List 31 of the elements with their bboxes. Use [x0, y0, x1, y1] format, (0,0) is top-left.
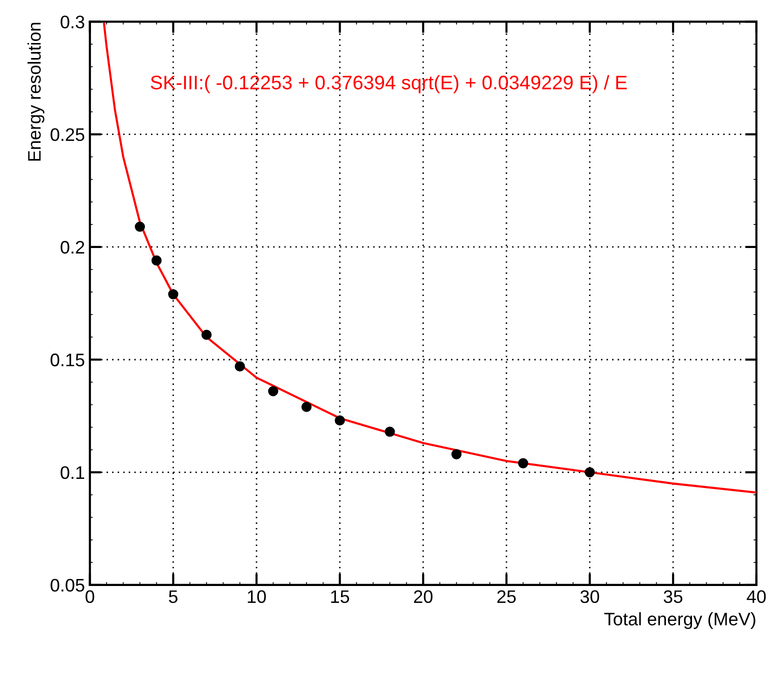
point: [234, 361, 245, 372]
x-tick-label: 15: [331, 590, 350, 604]
x-tick-label: 20: [414, 590, 432, 604]
point: [134, 222, 145, 232]
point: [201, 330, 212, 340]
annotation: SK-III:( -0.12253 + 0.376394 sqrt(E) + 0.0349229 E) / E: [150, 75, 627, 94]
point: [451, 449, 462, 460]
y-tick-label: 0.1: [60, 466, 84, 479]
x-tick-label: 30: [580, 590, 600, 604]
point: [301, 402, 312, 412]
y-tick-label: 0.3: [60, 16, 84, 28]
y-axis-title: Energy resolution: [28, 22, 44, 161]
point: [584, 467, 595, 478]
point: [268, 386, 278, 396]
point: [151, 255, 162, 266]
point: [334, 415, 345, 426]
y-tick-label: 0.05: [50, 578, 84, 592]
x-axis-title: Total energy (MeV): [604, 612, 756, 630]
point: [518, 458, 528, 468]
y-tick-label: 0.25: [50, 128, 84, 142]
point: [384, 426, 395, 437]
x-tick-label: 10: [248, 590, 266, 604]
x-tick-label: 40: [746, 590, 766, 604]
x-tick-label: 35: [664, 590, 682, 604]
point: [168, 289, 178, 300]
x-tick-label: 5: [168, 590, 178, 604]
line-series: [103, 22, 756, 494]
y-tick-label: 0.2: [60, 240, 84, 254]
x-tick-label: 25: [497, 590, 516, 604]
x-tick-label: 0: [86, 590, 94, 604]
y-tick-label: 0.15: [50, 354, 84, 366]
